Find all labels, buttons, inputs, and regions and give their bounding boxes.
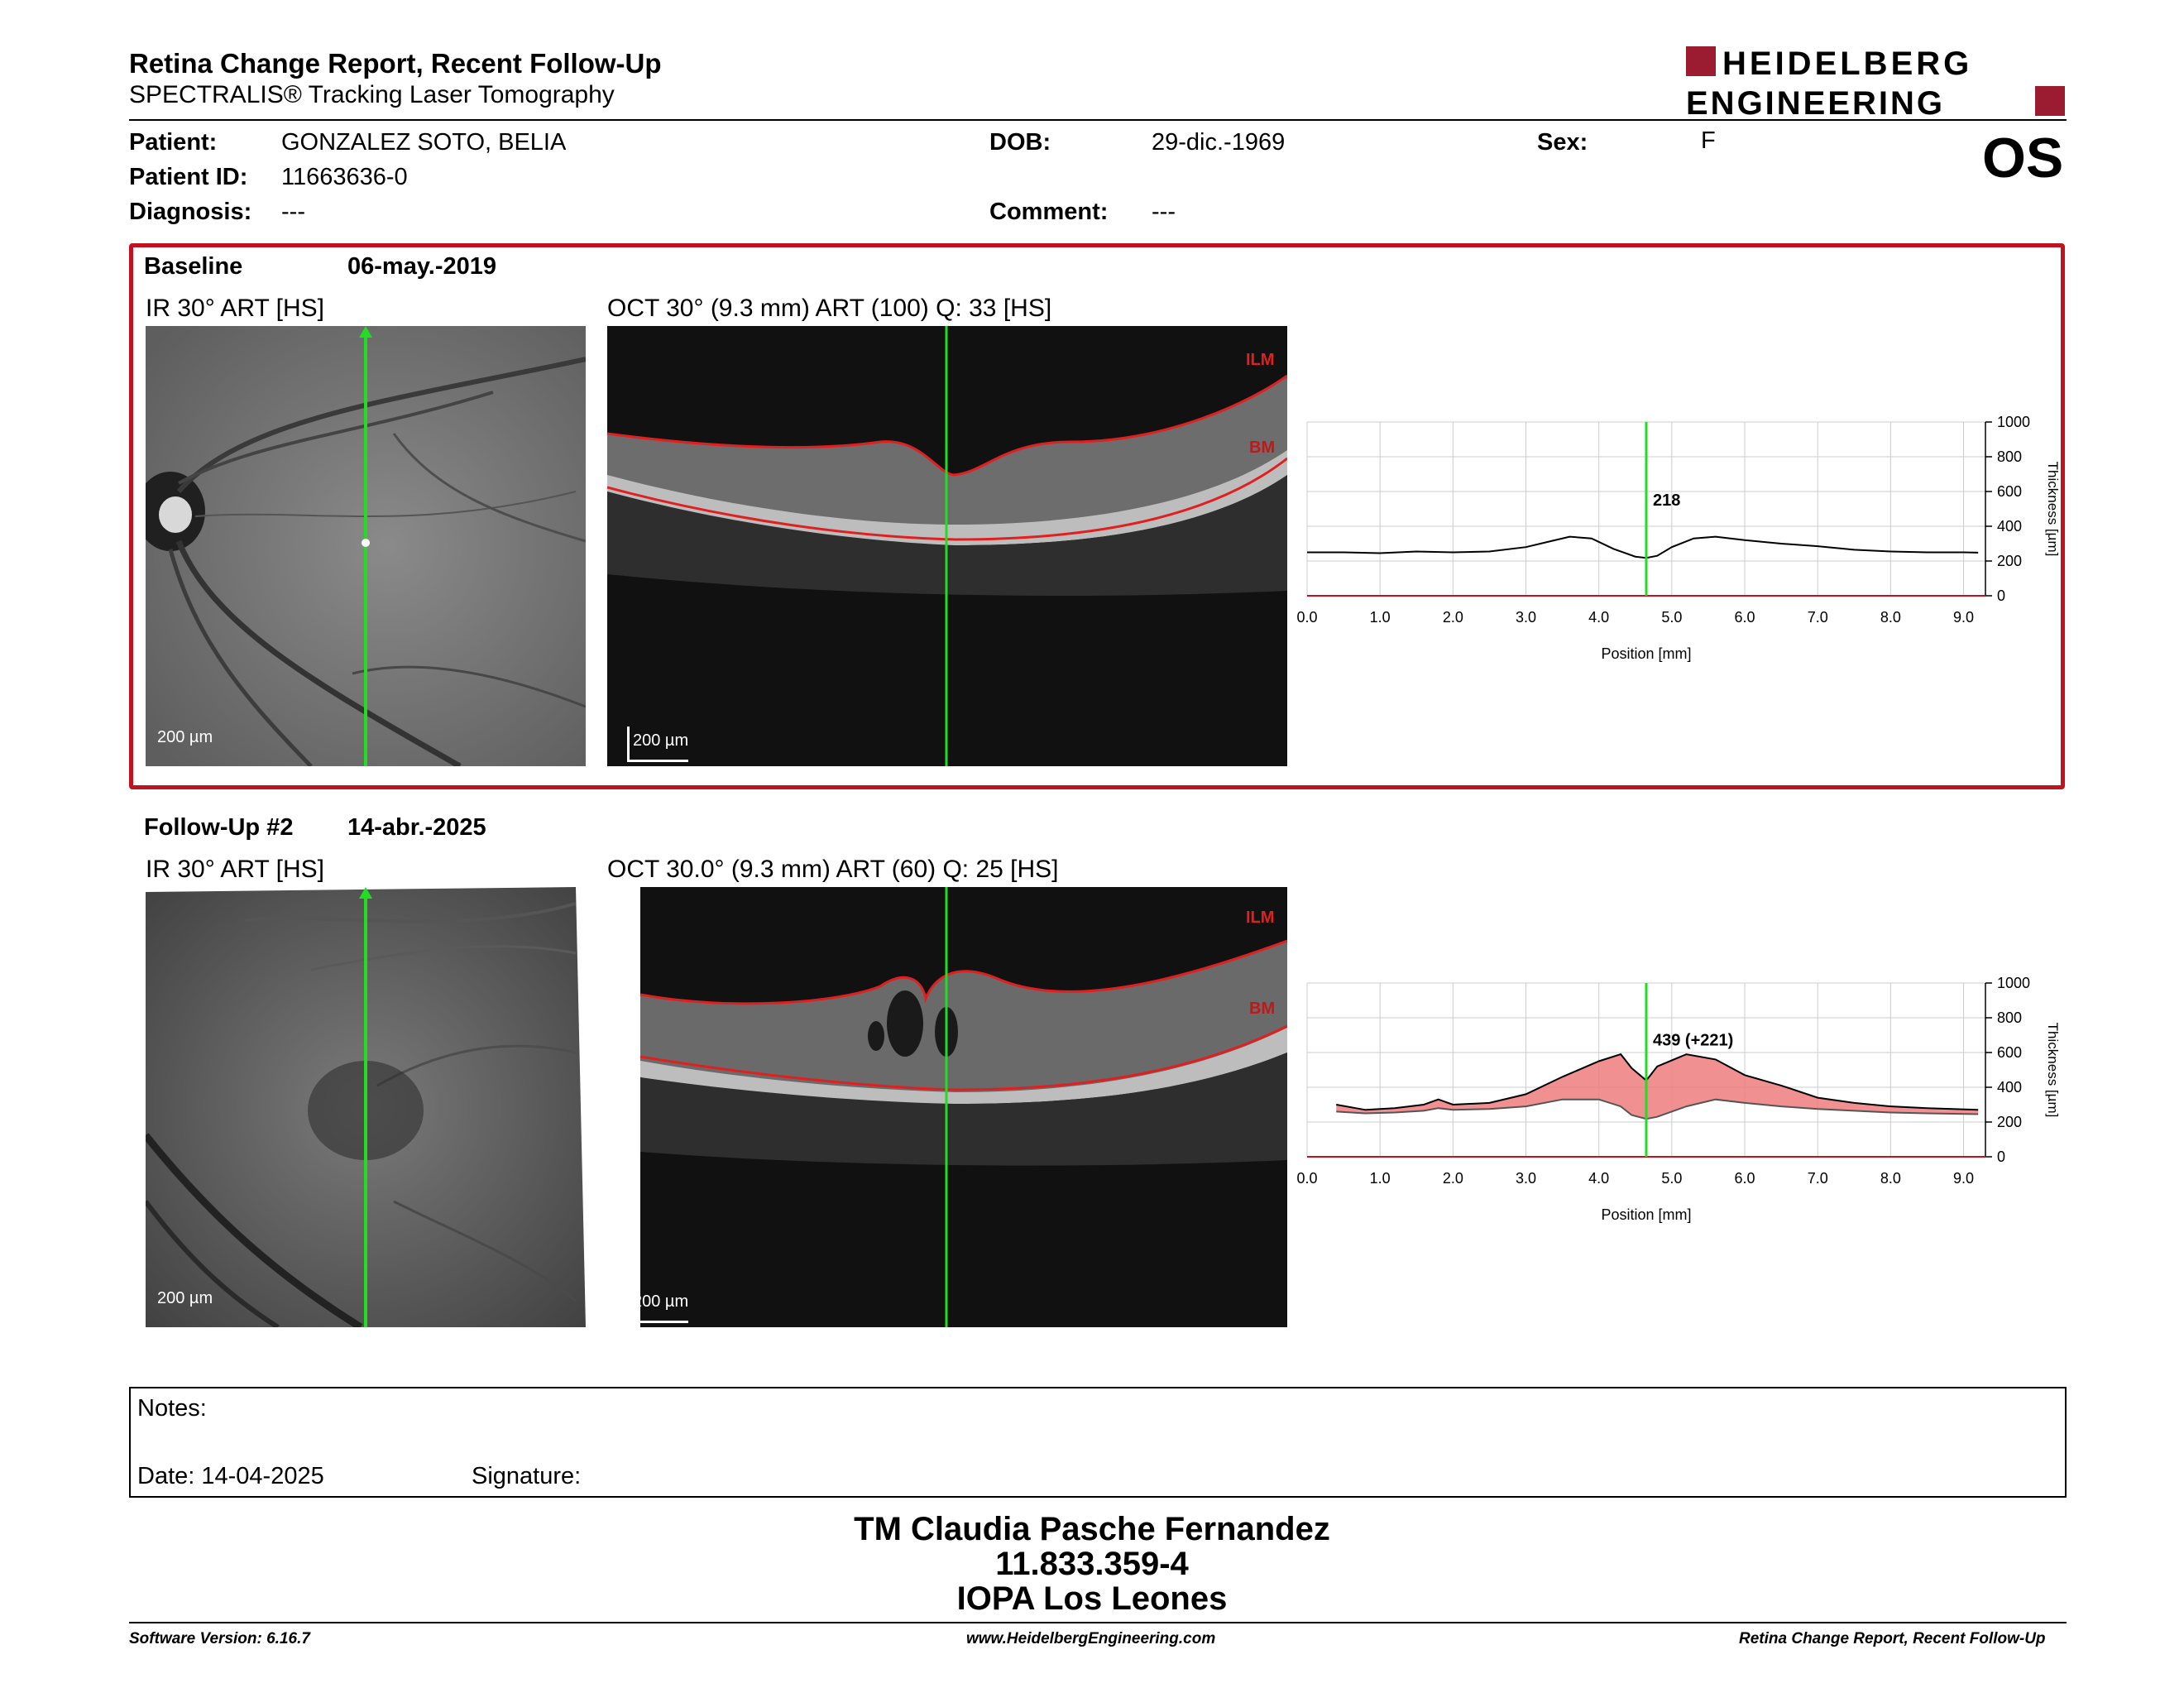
diagnosis-label: Diagnosis: [129,199,252,225]
baseline-ir-caption: IR 30° ART [HS] [146,295,324,322]
notes-date: Date: 14-04-2025 [137,1463,324,1489]
dob-label: DOB: [989,129,1051,156]
footer-report-name: Retina Change Report, Recent Follow-Up [1739,1630,2046,1647]
followup-bm-label: BM [1249,1000,1276,1018]
y-tick-label: 0 [1997,1149,2005,1165]
baseline-label: Baseline [144,253,243,280]
x-tick-label: 0.0 [1296,609,1317,626]
x-tick-label: 4.0 [1588,1170,1609,1187]
y-tick-label: 400 [1997,1079,2022,1096]
x-tick-label: 2.0 [1443,1170,1463,1187]
baseline-ir-image: 200 µm [146,326,586,766]
logo-line1: HEIDELBERG [1722,46,1972,82]
x-tick-label: 8.0 [1880,609,1901,626]
footer-divider [129,1622,2067,1623]
report-subtitle: SPECTRALIS® Tracking Laser Tomography [129,81,615,108]
notes-box: Notes: Date: 14-04-2025 Signature: [129,1387,2067,1498]
x-tick-label: 1.0 [1370,609,1391,626]
x-tick-label: 7.0 [1808,1170,1828,1187]
y-axis-label: Thickness [µm] [2045,462,2061,557]
baseline-oct-image: ILM BM 200 µm [607,326,1287,766]
y-tick-label: 400 [1997,518,2022,535]
diagnosis-value: --- [281,199,305,225]
baseline-bm-label: BM [1249,439,1276,457]
y-tick-label: 200 [1997,553,2022,569]
x-tick-label: 2.0 [1443,609,1463,626]
x-tick-label: 7.0 [1808,609,1828,626]
baseline-ir-scale: 200 µm [157,728,213,746]
followup-ilm-label: ILM [1246,909,1275,927]
comment-value: --- [1152,199,1176,225]
report-title: Retina Change Report, Recent Follow-Up [129,48,662,79]
logo-line2: ENGINEERING [1686,85,1945,117]
followup-ir-image: 200 µm [146,887,586,1327]
x-axis-label: Position [mm] [1601,1206,1691,1223]
sex-label: Sex: [1537,129,1588,156]
y-tick-label: 800 [1997,1009,2022,1026]
followup-ir-caption: IR 30° ART [HS] [146,856,324,883]
clinic-name: IOPA Los Leones [956,1580,1228,1617]
x-tick-label: 5.0 [1661,609,1682,626]
x-tick-label: 3.0 [1516,609,1536,626]
x-tick-label: 6.0 [1735,1170,1755,1187]
patient-id-label: Patient ID: [129,164,248,190]
notes-label: Notes: [137,1395,207,1422]
x-tick-label: 3.0 [1516,1170,1536,1187]
followup-date: 14-abr.-2025 [347,814,486,841]
comment-label: Comment: [989,199,1109,225]
followup-label: Follow-Up #2 [144,814,294,841]
x-tick-label: 1.0 [1370,1170,1391,1187]
dob-value: 29-dic.-1969 [1152,129,1286,156]
x-tick-label: 6.0 [1735,609,1755,626]
baseline-thickness-chart: 0.0 1.0 2.0 3.0 4.0 5.0 6.0 7.0 8.0 9.0 0 200 400 600… [1296,414,2061,662]
marker-value-label: 218 [1653,492,1680,510]
patient-label: Patient: [129,129,218,156]
x-tick-label: 0.0 [1296,1170,1317,1187]
x-axis-label: Position [mm] [1601,645,1691,662]
website-link[interactable]: www.HeidelbergEngineering.com [966,1630,1216,1647]
baseline-oct-caption: OCT 30° (9.3 mm) ART (100) Q: 33 [HS] [607,295,1052,322]
signature-label: Signature: [472,1463,582,1489]
baseline-thickness-line [1336,1098,1979,1120]
followup-thickness-chart: 0.0 1.0 2.0 3.0 4.0 5.0 6.0 7.0 8.0 9.0 0 200 400 600… [1296,975,2061,1223]
y-tick-label: 600 [1997,483,2022,500]
y-tick-label: 0 [1997,587,2005,604]
software-version: Software Version: 6.16.7 [129,1630,310,1647]
followup-oct-image: ILM BM 200 µm [607,887,1287,1327]
eye-laterality: OS [1982,127,2064,189]
marker-value-label: 439 (+221) [1653,1032,1733,1050]
x-tick-label: 9.0 [1953,1170,1974,1187]
patient-id: 11663636-0 [281,164,408,190]
y-tick-label: 200 [1997,1114,2022,1130]
header-divider [129,119,2067,121]
baseline-oct-scale: 200 µm [627,727,689,762]
x-tick-label: 9.0 [1953,609,1974,626]
x-tick-label: 4.0 [1588,609,1609,626]
thickness-line [1307,535,1979,559]
y-axis-label: Thickness [µm] [2045,1023,2061,1118]
thickness-line [1336,1053,1979,1111]
technician-id: 11.833.359-4 [995,1546,1189,1582]
followup-ir-scale: 200 µm [157,1289,213,1307]
followup-oct-scale: 200 µm [627,1288,689,1323]
sex-value: F [1701,127,1716,154]
followup-oct-caption: OCT 30.0° (9.3 mm) ART (60) Q: 25 [HS] [607,856,1059,883]
heidelberg-logo: HEIDELBERG ENGINEERING [1686,46,2065,117]
x-tick-label: 5.0 [1661,1170,1682,1187]
thickness-change-area [1336,1054,1979,1120]
y-tick-label: 1000 [1997,414,2030,430]
technician-name: TM Claudia Pasche Fernandez [854,1511,1330,1547]
baseline-date: 06-may.-2019 [347,253,497,280]
baseline-ilm-label: ILM [1246,351,1275,369]
patient-name: GONZALEZ SOTO, BELIA [281,129,567,156]
x-tick-label: 8.0 [1880,1170,1901,1187]
y-tick-label: 800 [1997,448,2022,465]
y-tick-label: 1000 [1997,975,2030,991]
y-tick-label: 600 [1997,1044,2022,1061]
baseline-panel [129,243,2065,789]
